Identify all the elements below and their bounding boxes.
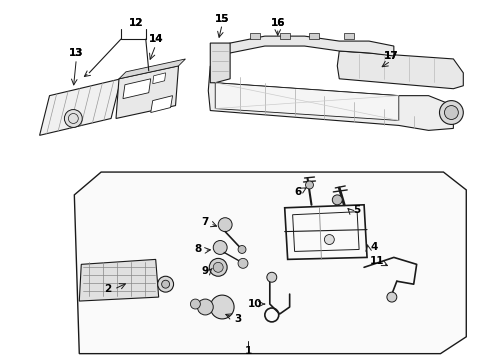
Polygon shape <box>280 33 290 39</box>
Circle shape <box>332 195 342 205</box>
Polygon shape <box>344 33 354 39</box>
Text: 17: 17 <box>384 51 398 61</box>
Polygon shape <box>79 260 159 301</box>
Polygon shape <box>116 66 178 118</box>
Circle shape <box>267 272 277 282</box>
Polygon shape <box>215 83 399 121</box>
Circle shape <box>387 292 397 302</box>
Text: 3: 3 <box>234 314 242 324</box>
Circle shape <box>444 105 458 120</box>
Text: 12: 12 <box>128 18 143 28</box>
Text: 10: 10 <box>247 299 262 309</box>
Text: 15: 15 <box>215 14 229 24</box>
Text: 16: 16 <box>270 18 285 28</box>
Circle shape <box>238 246 246 253</box>
Text: 14: 14 <box>148 34 163 44</box>
Circle shape <box>324 235 334 244</box>
Text: 8: 8 <box>195 244 202 255</box>
Text: 9: 9 <box>202 266 209 276</box>
Circle shape <box>213 240 227 255</box>
Circle shape <box>209 258 227 276</box>
Text: 2: 2 <box>104 284 112 294</box>
Polygon shape <box>40 79 121 135</box>
Text: 17: 17 <box>384 51 398 61</box>
Circle shape <box>306 181 314 189</box>
Text: 7: 7 <box>201 217 209 227</box>
Polygon shape <box>74 172 466 354</box>
Text: 4: 4 <box>370 243 378 252</box>
Circle shape <box>162 280 170 288</box>
Text: 13: 13 <box>69 48 84 58</box>
Circle shape <box>210 295 234 319</box>
Polygon shape <box>337 51 464 89</box>
Text: 1: 1 <box>245 346 251 356</box>
Circle shape <box>238 258 248 268</box>
Text: 5: 5 <box>353 205 361 215</box>
Text: 15: 15 <box>215 14 229 24</box>
Polygon shape <box>310 33 319 39</box>
Text: 6: 6 <box>294 187 301 197</box>
Circle shape <box>218 218 232 231</box>
Text: 16: 16 <box>270 18 285 28</box>
Polygon shape <box>123 79 151 99</box>
Polygon shape <box>151 96 172 113</box>
Polygon shape <box>208 66 453 130</box>
Polygon shape <box>215 36 394 66</box>
Polygon shape <box>210 43 230 83</box>
Circle shape <box>64 109 82 127</box>
Circle shape <box>213 262 223 272</box>
Circle shape <box>197 299 213 315</box>
Text: 11: 11 <box>370 256 384 266</box>
Polygon shape <box>250 33 260 39</box>
Text: 14: 14 <box>148 34 163 44</box>
Text: 12: 12 <box>128 18 143 28</box>
Circle shape <box>440 100 464 125</box>
Text: 13: 13 <box>69 48 84 58</box>
Polygon shape <box>119 59 185 79</box>
Circle shape <box>158 276 173 292</box>
Polygon shape <box>153 73 166 84</box>
Circle shape <box>191 299 200 309</box>
